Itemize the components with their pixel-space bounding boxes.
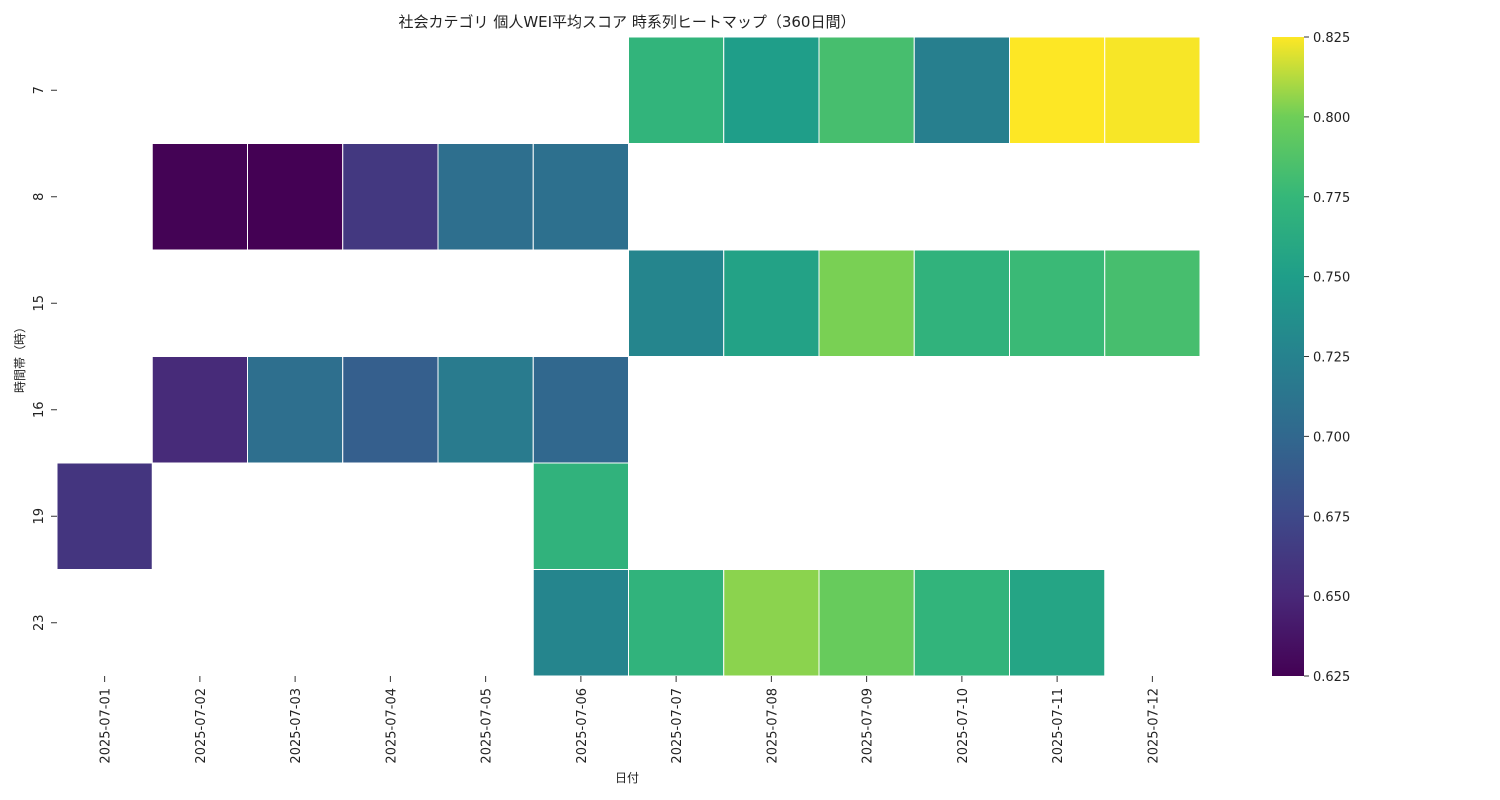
x-tick-label: 2025-07-02: [194, 688, 209, 764]
heatmap-cell: [818, 249, 915, 357]
colorbar-tick-label: 0.675: [1313, 510, 1350, 525]
x-tick-label: 2025-07-01: [99, 688, 114, 764]
heatmap-cell: [342, 143, 439, 251]
heatmap-cell: [56, 462, 153, 570]
heatmap-cell: [247, 356, 344, 464]
y-tick-label: 16: [32, 401, 47, 418]
colorbar-tick-label: 0.725: [1313, 351, 1350, 366]
colorbar-tick-label: 0.700: [1313, 430, 1350, 445]
x-tick-label: 2025-07-08: [765, 688, 780, 764]
heatmap-cell: [913, 36, 1010, 144]
x-tick-label: 2025-07-07: [670, 688, 685, 764]
x-tick-label: 2025-07-05: [480, 688, 495, 764]
heatmap-cell: [247, 143, 344, 251]
heatmap-cell: [532, 143, 629, 251]
heatmap-cell: [1009, 36, 1106, 144]
x-axis-label: 日付: [615, 771, 639, 785]
colorbar: [1272, 37, 1304, 676]
colorbar-tick-label: 0.650: [1313, 590, 1350, 605]
heatmap-cells: [56, 36, 1201, 677]
heatmap-cell: [342, 356, 439, 464]
heatmap-cell: [818, 36, 915, 144]
heatmap-cell: [723, 249, 820, 357]
colorbar-ticks: 0.625 0.650 0.675 0.700 0.725 0.750 0.775 0.800…: [1304, 31, 1350, 685]
x-tick-label: 2025-07-03: [289, 688, 304, 764]
y-tick-label: 19: [32, 508, 47, 525]
x-tick-label: 2025-07-10: [956, 688, 971, 764]
heatmap-cell: [1009, 249, 1106, 357]
y-axis-label: 時間帯（時）: [13, 321, 27, 393]
y-tick-label: 7: [32, 86, 47, 94]
heatmap-cell: [532, 356, 629, 464]
colorbar-tick-label: 0.625: [1313, 670, 1350, 685]
y-tick-label: 15: [32, 295, 47, 312]
colorbar-tick-label: 0.825: [1313, 31, 1350, 46]
heatmap-cell: [532, 569, 629, 677]
heatmap-cell: [723, 36, 820, 144]
heatmap-cell: [151, 143, 248, 251]
heatmap-cell: [437, 143, 534, 251]
x-tick-label: 2025-07-09: [861, 688, 876, 764]
heatmap-cell: [1104, 249, 1201, 357]
heatmap-cell: [913, 569, 1010, 677]
x-axis-ticks: 2025-07-01 2025-07-02 2025-07-03 2025-07-04…: [99, 676, 1161, 764]
heatmap-cell: [723, 569, 820, 677]
heatmap-cell: [913, 249, 1010, 357]
x-tick-label: 2025-07-11: [1051, 688, 1066, 764]
heatmap-cell: [1009, 569, 1106, 677]
heatmap-cell: [532, 462, 629, 570]
y-tick-label: 8: [32, 193, 47, 201]
colorbar-tick-label: 0.800: [1313, 111, 1350, 126]
heatmap-cell: [628, 569, 725, 677]
heatmap-cell: [1104, 36, 1201, 144]
heatmap-cell: [628, 249, 725, 357]
y-axis-ticks: 7 8 15 16 19 23: [32, 86, 57, 631]
chart-title: 社会カテゴリ 個人WEI平均スコア 時系列ヒートマップ（360日間）: [399, 13, 856, 31]
x-tick-label: 2025-07-06: [575, 688, 590, 764]
heatmap-cell: [151, 356, 248, 464]
heatmap-cell: [437, 356, 534, 464]
x-tick-label: 2025-07-12: [1146, 688, 1161, 764]
heatmap-cell: [818, 569, 915, 677]
heatmap-cell: [628, 36, 725, 144]
y-tick-label: 23: [32, 614, 47, 631]
x-tick-label: 2025-07-04: [384, 688, 399, 764]
colorbar-tick-label: 0.750: [1313, 271, 1350, 286]
colorbar-tick-label: 0.775: [1313, 191, 1350, 206]
